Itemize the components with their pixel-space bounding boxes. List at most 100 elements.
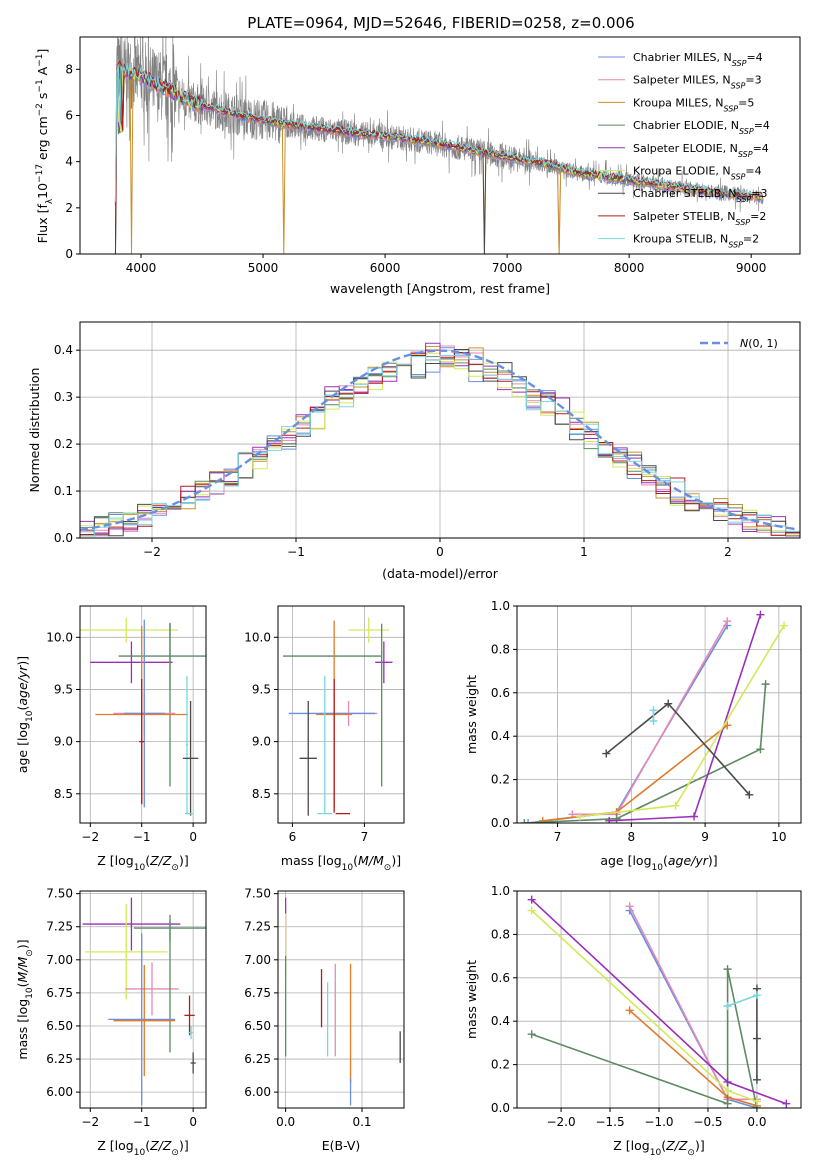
plot-area (284, 897, 401, 1106)
x-tick-label: 0.1 (352, 1115, 371, 1129)
y-tick-label: 0 (65, 247, 73, 261)
weight-line-chabrier-elodie (524, 684, 767, 823)
legend-label: Salpeter STELIB, NSSP=2 (633, 210, 766, 227)
y-tick-label: 6.50 (244, 1019, 271, 1033)
weight-marker (527, 1030, 536, 1039)
weight-line-chabrier-elodie (531, 968, 758, 1108)
x-tick-label: 0 (189, 1115, 197, 1129)
weight-marker (664, 699, 673, 708)
plot-area (80, 342, 800, 537)
axes-frame (277, 890, 405, 1109)
y-tick-label: 0.4 (491, 729, 510, 743)
x-tick-label: 8 (628, 830, 636, 844)
chart-spectrum: 4000 5000 6000 7000 8000 9000 0 2 4 6 8 Chabrier MI… (35, 36, 801, 296)
y-tick-label: 0.6 (491, 971, 510, 985)
legend-label: Salpeter ELODIE, NSSP=4 (633, 142, 769, 159)
x-tick-label: 0.0 (747, 1115, 766, 1129)
legend-label: Kroupa STELIB, NSSP=2 (633, 233, 759, 250)
x-tick-label: 6000 (370, 261, 401, 275)
x-axis-label: (data-model)/error (382, 566, 499, 581)
y-tick-label: 0.1 (54, 484, 73, 498)
chart-mass-vs-Z: −2 −1 0 6.00 6.25 6.50 6.75 7.00 7.25 7.50 Z [log1… (15, 887, 207, 1158)
weight-marker (752, 1034, 761, 1043)
y-tick-label: 8.5 (252, 787, 271, 801)
weight-marker (780, 621, 789, 630)
x-tick-label: −1 (287, 545, 305, 559)
grid (278, 606, 404, 823)
y-tick-label: 6 (65, 108, 73, 122)
chart-massweight-vs-Z: −2.0 −1.5 −1.0 −0.5 0.0 0.0 0.2 0.4 0.6 0.8 1.0 Z [… (464, 884, 802, 1158)
y-tick-label: 2 (65, 201, 73, 215)
y-tick-label: 6.25 (46, 1052, 73, 1066)
plot-area (114, 37, 764, 254)
weight-marker (745, 790, 754, 799)
chart-age-vs-mass: 6 7 8.5 9.0 9.5 10.0 mass [log10(M/M⊙)] (244, 605, 405, 873)
x-axis-label: age [log10(age/yr)] (600, 853, 717, 873)
weight-marker (527, 895, 536, 904)
y-tick-label: 1.0 (491, 884, 510, 898)
y-tick-label: 10.0 (46, 630, 73, 644)
histogram-chabrier-stelib (80, 349, 800, 537)
x-tick-label: −2 (143, 545, 161, 559)
weight-marker (752, 991, 761, 1000)
axes-frame (516, 605, 802, 824)
weight-marker (690, 812, 699, 821)
weight-marker (575, 812, 584, 821)
y-axis-label: Normed distribution (27, 368, 42, 493)
grid (517, 890, 801, 1109)
weight-marker (782, 1099, 791, 1108)
legend-label: Kroupa ELODIE, NSSP=4 (633, 165, 762, 182)
legend-label: Chabrier ELODIE, NSSP=4 (633, 119, 770, 136)
y-tick-label: 0.0 (491, 816, 510, 830)
y-tick-label: 9.5 (54, 682, 73, 696)
y-tick-label: 6.25 (244, 1052, 271, 1066)
y-tick-label: 9.0 (252, 735, 271, 749)
x-tick-label: 7000 (492, 261, 523, 275)
y-tick-label: 8.5 (54, 787, 73, 801)
weight-marker (625, 1006, 634, 1015)
x-axis-label: Z [log10(Z/Z⊙)] (613, 1138, 704, 1158)
y-tick-label: 0.6 (491, 686, 510, 700)
y-axis-label: Flux [fλ10−17 erg cm−2 s−1 A−1] (35, 49, 55, 244)
weight-marker (538, 816, 547, 823)
x-tick-label: 9 (701, 830, 709, 844)
weight-marker (756, 745, 765, 754)
legend-label: Kroupa MILES, NSSP=5 (633, 96, 754, 113)
y-tick-label: 0.2 (54, 437, 73, 451)
weight-marker (605, 816, 614, 823)
weight-marker (649, 717, 658, 726)
legend-label: Chabrier MILES, NSSP=4 (633, 51, 763, 68)
y-tick-label: 0.0 (491, 1101, 510, 1115)
weight-marker (752, 1097, 761, 1106)
y-tick-label: 0.4 (491, 1014, 510, 1028)
y-tick-label: 6.00 (244, 1085, 271, 1099)
model-line-kroupa-miles (114, 65, 764, 254)
weight-marker (520, 819, 529, 823)
x-tick-label: 0 (436, 545, 444, 559)
weight-marker (649, 706, 658, 715)
chart-mass-vs-EBV: 0.0 0.1 6.00 6.25 6.50 6.75 7.00 7.25 7.50 E(B-V) (244, 887, 405, 1153)
x-tick-label: −1 (133, 1115, 151, 1129)
y-axis-label: mass weight (464, 960, 479, 1039)
model-line-salpeter-stelib (114, 59, 764, 254)
gaussian-curve (80, 349, 798, 531)
y-tick-label: 7.25 (244, 920, 271, 934)
y-tick-label: 7.00 (244, 953, 271, 967)
y-axis-label: mass weight (464, 675, 479, 754)
x-tick-label: 5000 (248, 261, 279, 275)
chart-residuals: −2 −1 0 1 2 0.0 0.1 0.2 0.3 0.4 N(0, 1) (data-model… (27, 321, 801, 581)
x-tick-label: 2 (724, 545, 732, 559)
x-tick-label: 9000 (736, 261, 767, 275)
weight-marker (723, 1002, 732, 1011)
weight-marker (723, 965, 732, 974)
y-tick-label: 6.75 (46, 986, 73, 1000)
x-tick-label: 1 (580, 545, 588, 559)
weight-marker (612, 814, 621, 823)
x-axis-label: Z [log10(Z/Z⊙)] (97, 1138, 188, 1158)
weight-marker (602, 749, 611, 758)
weight-marker (527, 906, 536, 915)
y-tick-label: 8 (65, 62, 73, 76)
y-axis-label: age [log10(age/yr)] (15, 656, 35, 773)
y-tick-label: 7.50 (244, 887, 271, 901)
